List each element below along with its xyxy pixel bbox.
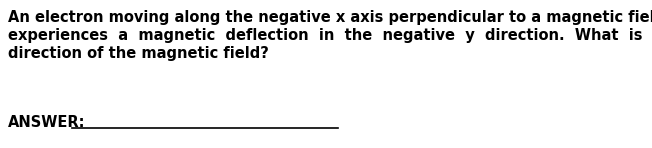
Text: ANSWER:: ANSWER: [8,115,85,130]
Text: experiences  a  magnetic  deflection  in  the  negative  y  direction.  What  is: experiences a magnetic deflection in the… [8,28,652,43]
Text: An electron moving along the negative x axis perpendicular to a magnetic field: An electron moving along the negative x … [8,10,652,25]
Text: direction of the magnetic field?: direction of the magnetic field? [8,46,269,61]
